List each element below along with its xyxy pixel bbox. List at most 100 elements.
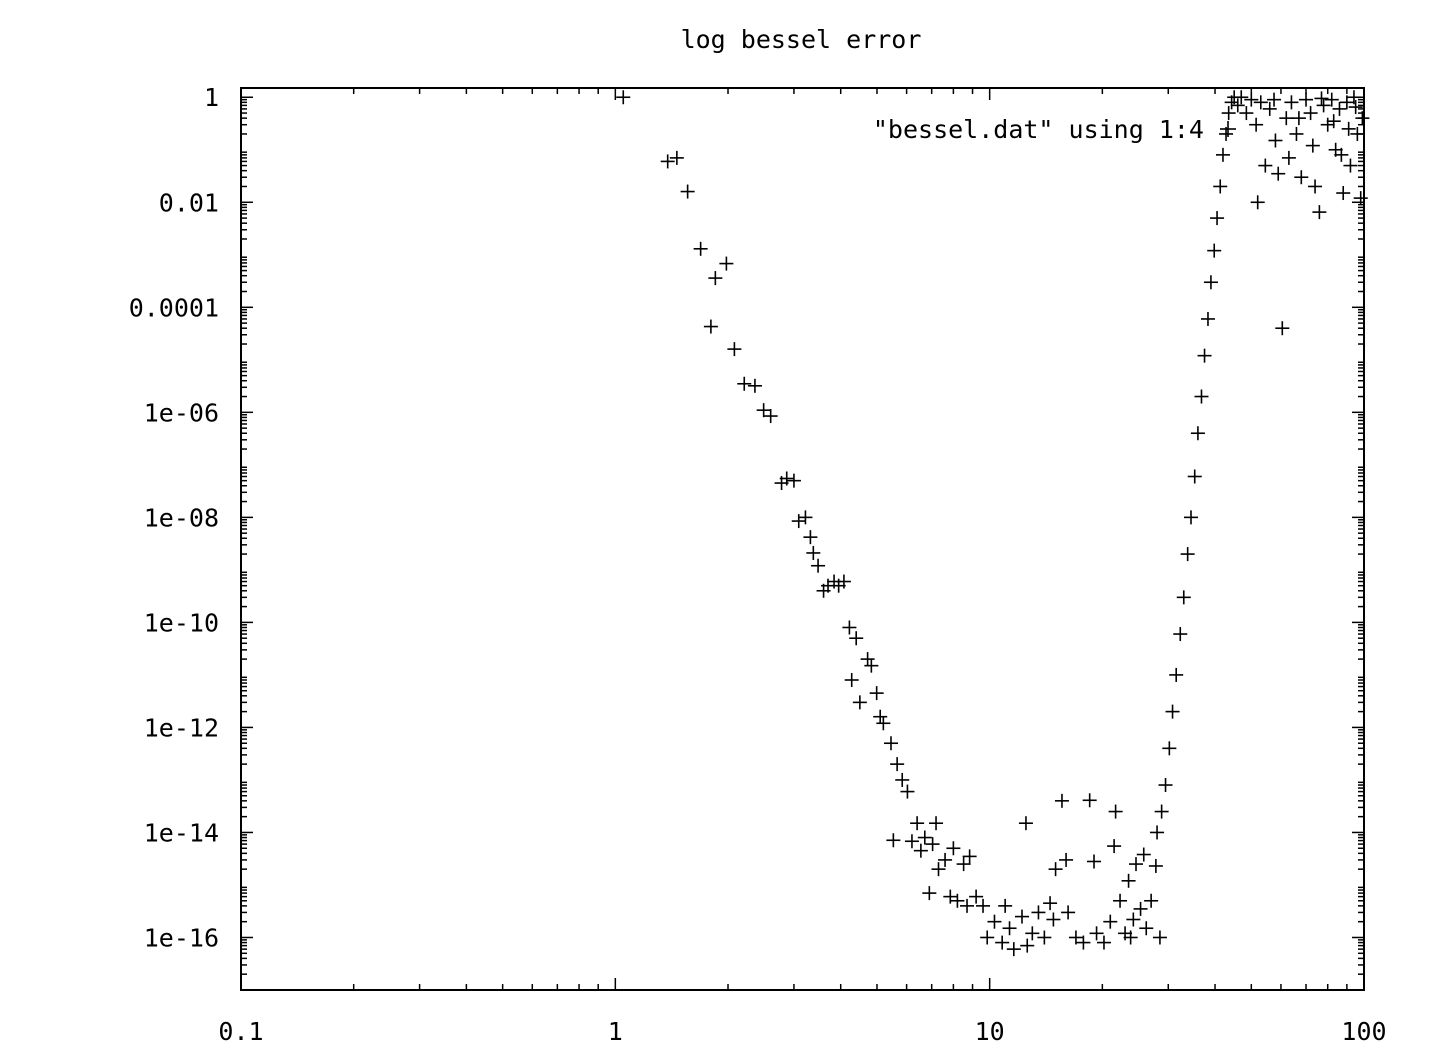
data-point bbox=[1037, 930, 1052, 945]
data-point bbox=[864, 658, 879, 673]
data-point bbox=[886, 833, 901, 848]
data-point bbox=[844, 673, 859, 688]
data-point bbox=[1284, 95, 1299, 110]
data-point bbox=[1215, 147, 1230, 162]
data-point bbox=[836, 574, 851, 589]
data-point bbox=[1279, 111, 1294, 126]
data-point bbox=[1020, 938, 1035, 953]
data-point bbox=[1076, 935, 1091, 950]
data-points bbox=[616, 90, 1370, 957]
data-point bbox=[1158, 778, 1173, 793]
data-point bbox=[756, 403, 771, 418]
data-point bbox=[1152, 930, 1167, 945]
data-point bbox=[779, 471, 794, 486]
data-point bbox=[1108, 804, 1123, 819]
y-tick-label: 1e-14 bbox=[144, 818, 219, 847]
data-point bbox=[931, 862, 946, 877]
data-point bbox=[1299, 92, 1314, 107]
y-axis: 1 0.01 0.0001 1e-06 1e-08 1e-10 1e-12 1e-14 1e-1… bbox=[129, 83, 1364, 975]
data-point bbox=[669, 150, 684, 165]
data-point bbox=[1316, 98, 1331, 113]
x-tick-label: 100 bbox=[1341, 1017, 1386, 1046]
data-point bbox=[798, 510, 813, 525]
data-point bbox=[1048, 862, 1063, 877]
data-point bbox=[929, 816, 944, 831]
y-tick-label: 1e-16 bbox=[144, 923, 219, 952]
data-point bbox=[1291, 111, 1306, 126]
data-point bbox=[719, 256, 734, 271]
data-point bbox=[1006, 942, 1021, 957]
data-point bbox=[1350, 126, 1365, 141]
data-point bbox=[1014, 909, 1029, 924]
data-point bbox=[895, 772, 910, 787]
x-tick-label: 10 bbox=[975, 1017, 1005, 1046]
data-point bbox=[693, 241, 708, 256]
data-point bbox=[1294, 170, 1309, 185]
data-point bbox=[1089, 926, 1104, 941]
data-point bbox=[1234, 90, 1249, 105]
data-point bbox=[1031, 905, 1046, 920]
data-point bbox=[1258, 158, 1273, 173]
data-point bbox=[1068, 930, 1083, 945]
plot-frame bbox=[240, 87, 1365, 991]
data-point bbox=[1230, 98, 1245, 113]
data-point bbox=[876, 716, 891, 731]
data-point bbox=[852, 695, 867, 710]
data-point bbox=[1113, 893, 1128, 908]
data-point bbox=[1054, 793, 1069, 808]
data-point bbox=[806, 545, 821, 560]
legend-label: "bessel.dat" using 1:4 bbox=[873, 115, 1204, 144]
data-point bbox=[1210, 211, 1225, 226]
data-point bbox=[616, 90, 631, 105]
data-point bbox=[1312, 205, 1327, 220]
data-point bbox=[1165, 704, 1180, 719]
data-point bbox=[1059, 852, 1074, 867]
data-point bbox=[1346, 90, 1361, 105]
data-point bbox=[1239, 106, 1254, 121]
data-point bbox=[1176, 590, 1191, 605]
data-point bbox=[1308, 179, 1323, 194]
data-point bbox=[1046, 912, 1061, 927]
data-point bbox=[995, 935, 1010, 950]
data-point bbox=[910, 816, 925, 831]
data-point bbox=[1162, 741, 1177, 756]
data-point bbox=[1244, 92, 1259, 107]
data-point bbox=[1249, 117, 1264, 132]
y-tick-label: 0.01 bbox=[159, 188, 219, 217]
data-point bbox=[1213, 179, 1228, 194]
data-point bbox=[660, 154, 675, 169]
data-point bbox=[1144, 893, 1159, 908]
data-point bbox=[786, 473, 801, 488]
data-point bbox=[938, 852, 953, 867]
data-point bbox=[956, 857, 971, 872]
data-point bbox=[1107, 839, 1122, 854]
data-point bbox=[1336, 186, 1351, 201]
data-point bbox=[703, 319, 718, 334]
data-point bbox=[680, 184, 695, 199]
data-point bbox=[925, 837, 940, 852]
data-point bbox=[1250, 195, 1265, 210]
data-point bbox=[950, 893, 965, 908]
y-tick-label: 0.0001 bbox=[129, 293, 219, 322]
data-point bbox=[980, 930, 995, 945]
data-point bbox=[803, 530, 818, 545]
data-point bbox=[987, 914, 1002, 929]
data-point bbox=[1207, 243, 1222, 258]
data-point bbox=[1043, 896, 1058, 911]
data-point bbox=[1002, 921, 1017, 936]
data-point bbox=[1324, 92, 1339, 107]
data-point bbox=[904, 834, 919, 849]
data-point bbox=[1169, 667, 1184, 682]
data-point bbox=[1281, 150, 1296, 165]
data-point bbox=[1103, 914, 1118, 929]
data-point bbox=[1221, 106, 1236, 121]
data-point bbox=[1190, 426, 1205, 441]
data-point bbox=[946, 841, 961, 856]
data-point bbox=[737, 376, 752, 391]
data-point bbox=[1187, 469, 1202, 484]
data-point bbox=[727, 342, 742, 357]
data-point bbox=[1154, 804, 1169, 819]
data-point bbox=[873, 709, 888, 724]
x-tick-label: 0.1 bbox=[218, 1017, 263, 1046]
